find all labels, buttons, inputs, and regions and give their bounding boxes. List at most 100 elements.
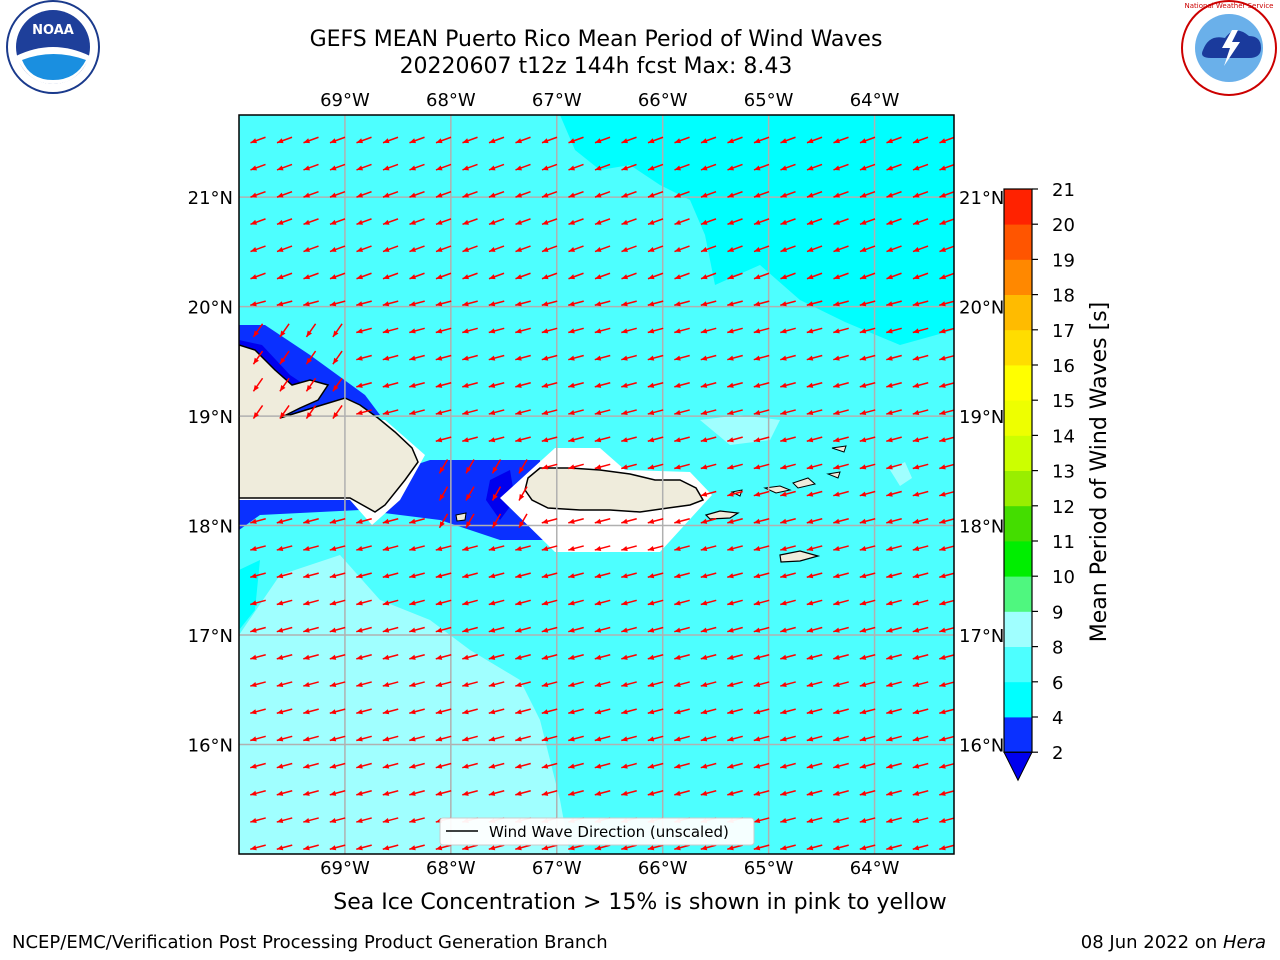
wave-arrowhead: [276, 736, 284, 742]
wave-arrowhead: [859, 274, 867, 280]
wave-arrowhead: [462, 138, 470, 144]
wave-arrowhead: [647, 709, 655, 715]
wave-arrowhead: [621, 709, 628, 715]
wave-arrowhead: [435, 192, 443, 198]
wave-arrowhead: [753, 247, 761, 252]
wave-arrowhead: [780, 301, 787, 307]
wave-arrowhead: [912, 165, 920, 171]
wave-arrowhead: [329, 301, 337, 307]
wave-arrowhead: [488, 736, 496, 742]
wave-arrowhead: [753, 818, 761, 824]
wave-arrowhead: [409, 219, 417, 225]
wave-arrowhead: [303, 573, 310, 579]
wave-arrowhead: [594, 274, 602, 280]
wave-arrowhead: [462, 410, 469, 416]
wave-arrowhead: [541, 600, 549, 606]
wave-arrowhead: [859, 437, 867, 443]
colorbar-segment: [1004, 717, 1032, 753]
wave-arrowhead: [356, 192, 364, 198]
wave-arrowhead: [515, 845, 522, 851]
wave-arrowhead: [859, 138, 867, 144]
wave-arrowhead: [382, 600, 390, 606]
wave-arrowhead: [382, 573, 390, 579]
wave-arrowhead: [435, 355, 443, 361]
wave-arrowhead: [250, 274, 258, 280]
wave-arrowhead: [939, 682, 946, 688]
wave-arrowhead: [727, 845, 734, 851]
legend-label: Wind Wave Direction (unscaled): [489, 823, 729, 841]
wave-arrowhead: [833, 682, 840, 688]
wave-arrowhead: [568, 274, 576, 280]
wave-arrowhead: [594, 627, 602, 633]
wave-arrowhead: [753, 437, 761, 443]
wave-arrowhead: [833, 518, 840, 524]
wave-arrowhead: [594, 790, 602, 796]
wave-arrowhead: [594, 546, 602, 552]
wave-arrowhead: [647, 736, 655, 742]
wave-arrowhead: [859, 464, 867, 470]
wave-arrowhead: [647, 763, 655, 769]
wave-arrowhead: [303, 247, 311, 252]
wave-arrowhead: [939, 192, 947, 198]
wave-arrowhead: [939, 328, 946, 334]
wave-arrowhead: [409, 138, 417, 144]
wave-arrowhead: [515, 682, 522, 688]
wave-arrowhead: [833, 491, 840, 497]
wave-arrowhead: [462, 546, 469, 552]
wave-arrowhead: [621, 682, 628, 688]
wave-arrowhead: [409, 192, 417, 198]
wave-arrowhead: [568, 437, 575, 443]
wave-arrowhead: [647, 790, 655, 796]
wave-arrowhead: [700, 518, 708, 524]
wave-arrowhead: [674, 736, 681, 742]
wave-arrowhead: [515, 192, 523, 198]
lon-label-bottom: 64°W: [850, 858, 900, 879]
wave-arrowhead: [303, 138, 311, 144]
wave-arrowhead: [594, 654, 602, 660]
wave-arrowhead: [780, 790, 787, 796]
wave-arrowhead: [833, 464, 840, 470]
lat-label-left: 19°N: [188, 407, 233, 428]
wave-arrowhead: [409, 546, 416, 552]
wave-arrowhead: [329, 627, 337, 633]
wave-arrowhead: [541, 247, 549, 252]
wave-arrowhead: [329, 518, 337, 524]
wave-arrowhead: [912, 219, 920, 225]
wave-arrowhead: [594, 709, 602, 715]
wave-arrowhead: [806, 763, 814, 769]
wave-arrowhead: [488, 274, 496, 280]
colorbar-segment: [1004, 259, 1032, 295]
colorbar-tick-label: 11: [1052, 532, 1075, 553]
wave-arrowhead: [462, 845, 469, 851]
wave-arrowhead: [780, 464, 787, 470]
wave-arrowhead: [621, 192, 629, 198]
wave-arrowhead: [356, 600, 363, 606]
wave-arrowhead: [780, 600, 787, 606]
wave-arrowhead: [276, 138, 284, 144]
wave-arrowhead: [303, 790, 310, 796]
wave-arrowhead: [488, 845, 496, 851]
wave-arrowhead: [647, 627, 655, 633]
wave-arrowhead: [912, 382, 920, 388]
map-legend: Wind Wave Direction (unscaled): [439, 817, 755, 846]
wave-arrowhead: [515, 790, 522, 796]
wave-arrowhead: [488, 790, 496, 796]
wave-arrowhead: [647, 328, 655, 334]
wave-arrowhead: [939, 464, 946, 470]
wave-arrowhead: [806, 437, 814, 443]
wave-arrowhead: [806, 546, 814, 552]
wave-arrowhead: [859, 355, 867, 361]
lat-label-left: 16°N: [188, 736, 233, 757]
wave-arrowhead: [515, 763, 522, 769]
wave-arrowhead: [833, 600, 840, 606]
noaa-logo-text: NOAA: [32, 23, 74, 38]
wave-arrowhead: [647, 682, 655, 688]
wave-arrowhead: [806, 790, 814, 796]
colorbar-tick-label: 17: [1052, 321, 1075, 342]
wave-arrowhead: [833, 355, 840, 361]
lon-label-bottom: 68°W: [426, 858, 476, 879]
wave-arrowhead: [753, 682, 761, 688]
wave-arrowhead: [780, 546, 787, 552]
wave-arrowhead: [939, 355, 946, 361]
wave-arrowhead: [621, 464, 628, 470]
